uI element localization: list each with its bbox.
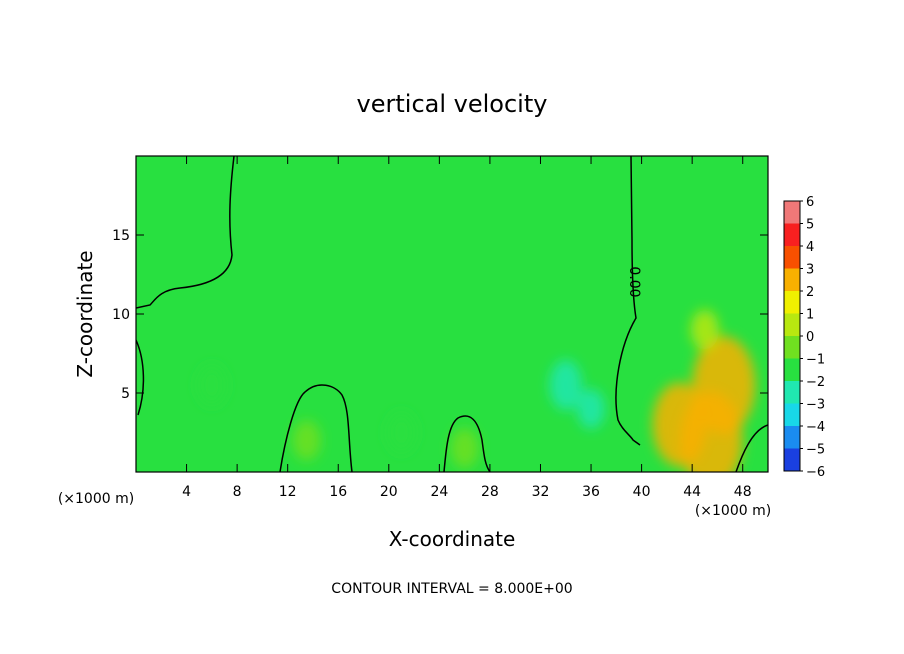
colorbar-label: 3 xyxy=(806,263,814,278)
heat-feature xyxy=(387,412,416,453)
zero-contour-bump-2 xyxy=(443,415,491,472)
colorbar-label: −1 xyxy=(806,353,825,368)
x-tick-label: 48 xyxy=(734,484,752,500)
x-axis-label: X-coordinate xyxy=(389,527,516,551)
colorbar-swatch xyxy=(784,403,800,426)
chart-title: vertical velocity xyxy=(357,90,548,118)
y-tick-label: 15 xyxy=(112,228,130,244)
colorbar-label: 1 xyxy=(806,308,814,323)
heat-feature xyxy=(197,365,226,406)
x-tick-label: 8 xyxy=(233,484,242,500)
zero-contour-right xyxy=(615,156,641,446)
x-tick-label: 40 xyxy=(633,484,651,500)
colorbar-label: 5 xyxy=(806,218,814,233)
heat-feature xyxy=(577,388,606,429)
colorbar-swatch xyxy=(784,246,800,269)
colorbar-label: 2 xyxy=(806,285,814,300)
colorbar-swatch xyxy=(784,381,800,404)
heat-feature xyxy=(692,336,756,435)
colorbar-swatch xyxy=(784,223,800,246)
x-tick-label: 20 xyxy=(380,484,398,500)
zero-contour-bump-1 xyxy=(279,384,353,472)
contour-interval-text: CONTOUR INTERVAL = 8.000E+00 xyxy=(331,581,572,597)
colorbar-swatch xyxy=(784,448,800,471)
colorbar-swatch xyxy=(784,291,800,314)
colorbar-label: −5 xyxy=(806,443,825,458)
colorbar-label: 0 xyxy=(806,330,814,345)
colorbar-swatch xyxy=(784,268,800,291)
zero-contour-left-edge xyxy=(136,339,145,416)
heat-feature xyxy=(690,309,719,350)
y-axis-label: Z-coordinate xyxy=(73,250,97,377)
x-tick-label: 44 xyxy=(683,484,701,500)
y-tick-label: 10 xyxy=(112,307,130,323)
heat-feature xyxy=(292,420,321,461)
x-tick-label: 4 xyxy=(182,484,191,500)
zero-contour-right-cell xyxy=(735,424,768,472)
x-unit-right: (×1000 m) xyxy=(695,503,771,519)
heat-feature xyxy=(450,428,479,469)
colorbar-swatch xyxy=(784,426,800,449)
colorbar-label: −6 xyxy=(806,465,825,480)
x-tick-label: 16 xyxy=(329,484,347,500)
colorbar-label: −2 xyxy=(806,375,825,390)
colorbar-label: 4 xyxy=(806,240,814,255)
colorbar-label: −4 xyxy=(806,420,825,435)
contour-label: 0.00 xyxy=(626,266,642,297)
colorbar-swatch xyxy=(784,313,800,336)
plot-area xyxy=(136,156,768,472)
x-tick-label: 36 xyxy=(582,484,600,500)
x-axis: 4 8 12 16 20 24 28 32 36 40 44 48 xyxy=(182,156,752,500)
x-tick-label: 24 xyxy=(430,484,448,500)
x-tick-label: 32 xyxy=(532,484,550,500)
y-axis: 5 10 15 xyxy=(112,228,768,402)
colorbar-swatch xyxy=(784,336,800,359)
colorbar-label: −3 xyxy=(806,398,825,413)
zero-contour-left xyxy=(136,156,235,309)
x-tick-label: 12 xyxy=(279,484,297,500)
y-tick-label: 5 xyxy=(121,386,130,402)
colorbar-swatch xyxy=(784,201,800,224)
colorbar: 6 5 4 3 2 1 0 −1 −2 −3 −4 −5 −6 xyxy=(783,195,825,480)
colorbar-swatch xyxy=(784,358,800,381)
heat-feature xyxy=(549,359,582,411)
colorbar-label: 6 xyxy=(806,195,814,210)
x-unit-left: (×1000 m) xyxy=(58,491,134,507)
x-tick-label: 28 xyxy=(481,484,499,500)
